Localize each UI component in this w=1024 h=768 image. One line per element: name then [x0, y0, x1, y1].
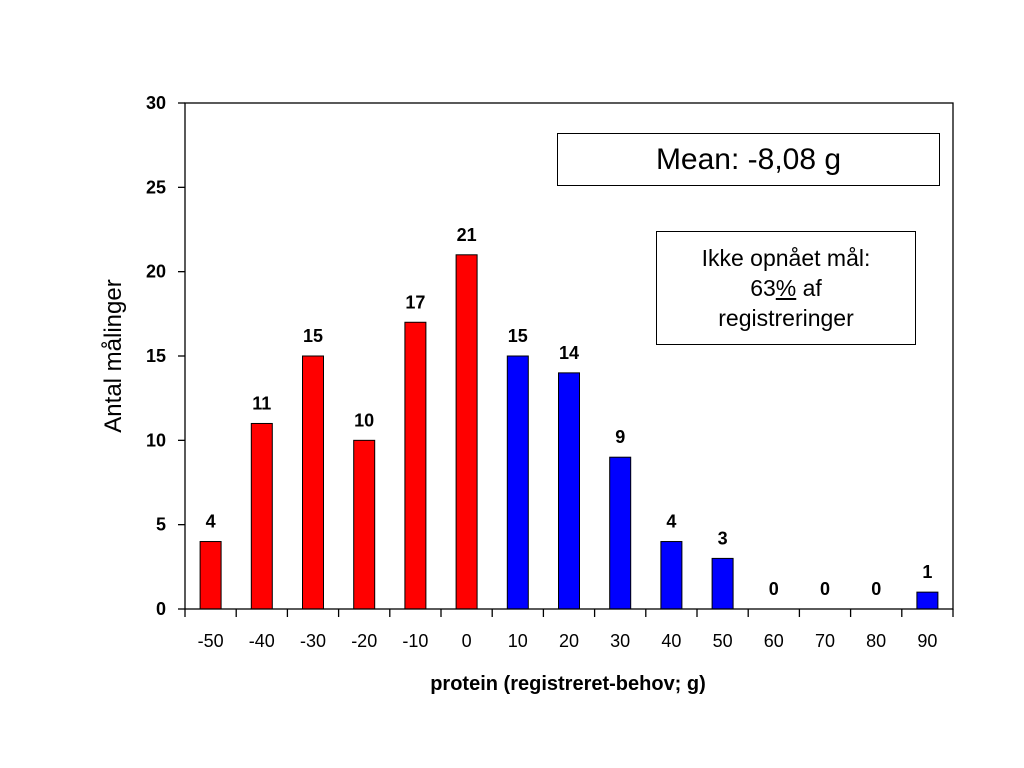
y-tick-label: 10	[146, 430, 166, 450]
x-tick-label: 80	[866, 631, 886, 651]
bar-value-label: 9	[615, 427, 625, 447]
bar-value-label: 3	[718, 528, 728, 548]
goal-af-text: af	[796, 275, 822, 301]
bar-value-label: 0	[769, 579, 779, 599]
goal-percent-number: 63	[750, 275, 776, 301]
bar-20	[558, 372, 580, 610]
goal-annotation-line3: registreringer	[718, 305, 854, 331]
y-tick-label: 5	[156, 515, 166, 535]
x-tick-label: 50	[713, 631, 733, 651]
bar-10	[506, 355, 529, 610]
x-tick-label: -50	[198, 631, 224, 651]
x-tick-label: -10	[402, 631, 428, 651]
bar--20	[353, 439, 376, 610]
bar-value-label: 10	[354, 410, 374, 430]
bar-value-label: 1	[922, 562, 932, 582]
x-tick-label: 60	[764, 631, 784, 651]
bar-50	[711, 557, 734, 610]
bar-value-label: 17	[405, 292, 425, 312]
x-tick-label: 90	[917, 631, 937, 651]
goal-annotation-box: Ikke opnået mål: 63% af registreringer	[656, 231, 916, 345]
bar--40	[250, 422, 273, 610]
bar--10	[404, 321, 427, 610]
bar-value-label: 0	[871, 579, 881, 599]
x-tick-label: 0	[462, 631, 472, 651]
bar-value-label: 11	[252, 393, 271, 413]
x-tick-label: -40	[249, 631, 275, 651]
y-axis-label: Antal målinger	[100, 279, 127, 432]
bar-value-label: 0	[820, 579, 830, 599]
value-labels-group: 4 11 15 10 17 21 15 14 9 4 3 0 0 0 1	[206, 225, 933, 599]
x-tick-label: -20	[351, 631, 377, 651]
bar-value-label: 14	[559, 343, 579, 363]
bar-value-label: 21	[457, 225, 477, 245]
y-ticks-group: 0 5 10 15 20 25 30	[146, 93, 185, 619]
x-ticks-group: -50 -40 -30 -20 -10 0 10 20 30 40 50 60 70 80 90	[184, 609, 954, 651]
bar-90	[916, 591, 939, 610]
mean-annotation-text: Mean: -8,08 g	[655, 143, 842, 176]
x-tick-label: 70	[815, 631, 835, 651]
goal-annotation-line2: 63% af	[657, 273, 915, 303]
y-tick-label: 20	[146, 262, 166, 282]
bar--30	[302, 355, 324, 610]
goal-annotation-line1: Ikke opnået mål:	[701, 245, 871, 271]
bar-0	[455, 254, 478, 610]
goal-percent-sign: %	[775, 275, 797, 301]
x-tick-label: 20	[559, 631, 579, 651]
bar-value-label: 15	[508, 326, 528, 346]
y-tick-label: 25	[146, 177, 166, 197]
bars-group	[199, 254, 939, 610]
bar-40	[660, 541, 683, 610]
mean-annotation-box: Mean: -8,08 g	[557, 133, 940, 186]
y-tick-label: 15	[146, 346, 166, 366]
bar-value-label: 4	[666, 512, 676, 532]
x-axis-label: protein (registreret-behov; g)	[430, 673, 706, 695]
x-tick-label: 30	[610, 631, 630, 651]
bar--50	[199, 541, 222, 610]
x-tick-label: 10	[508, 631, 528, 651]
y-tick-label: 0	[156, 599, 166, 619]
bar-value-label: 15	[303, 326, 323, 346]
x-tick-label: -30	[300, 631, 326, 651]
bar-30	[609, 456, 632, 610]
x-tick-label: 40	[661, 631, 681, 651]
bar-value-label: 4	[206, 512, 216, 532]
y-tick-label: 30	[146, 93, 166, 113]
